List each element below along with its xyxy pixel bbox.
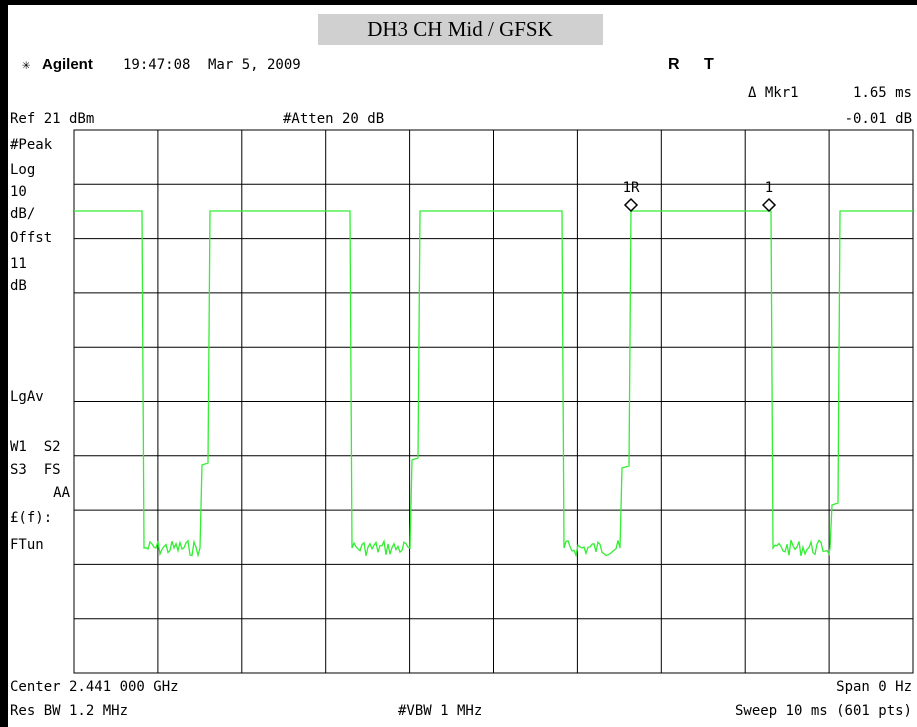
panel-label: dB [10,278,27,294]
marker-label: Δ Mkr1 [748,85,799,101]
panel-label: W1 S2 [10,439,61,455]
panel-label: dB/ [10,206,35,222]
marker-diamond [623,197,639,213]
rbw: Res BW 1.2 MHz [10,703,128,719]
span: Span 0 Hz [836,679,912,695]
panel-label: LgAv [10,389,44,405]
logo: ✳ [22,57,31,73]
ref-level: Ref 21 dBm [10,111,94,127]
panel-label: 10 [10,184,27,200]
sweep: Sweep 10 ms (601 pts) [735,703,912,719]
left-frame [0,0,8,727]
date: Mar 5, 2009 [208,57,301,73]
panel-label: S3 FS [10,462,61,478]
panel-label: #Peak [10,137,53,153]
marker-label: 1R [623,180,640,196]
marker-y: -0.01 dB [845,111,912,127]
title: DH3 CH Mid / GFSK [367,17,553,41]
panel-label: £(f): [10,510,52,526]
left-panel: #Peak Log 10 dB/Offst 11 dB LgAv W1 S2 S3 FS AA£(… [10,137,71,553]
center-freq: Center 2.441 000 GHz [10,679,179,695]
trace [74,210,913,558]
attenuation: #Atten 20 dB [283,111,384,127]
trace-marker-1: 1 [761,180,777,213]
marker-diamond [761,197,777,213]
title-box [318,14,603,45]
top-frame [0,0,917,5]
time: 19:47:08 [123,57,190,73]
panel-label: 11 [10,256,27,272]
panel-label: AA [53,485,70,501]
marker-x: 1.65 ms [853,85,912,101]
panel-label: FTun [10,537,44,553]
grid [73,129,914,674]
marker-label: 1 [765,180,773,196]
trace-marker-1r: 1R [623,180,640,213]
panel-label: Offst [10,230,52,246]
brand: Agilent [42,56,93,73]
panel-label: Log [10,162,35,178]
vbw: #VBW 1 MHz [398,703,482,719]
flag-r: R [668,56,680,73]
flag-t: T [704,56,714,73]
